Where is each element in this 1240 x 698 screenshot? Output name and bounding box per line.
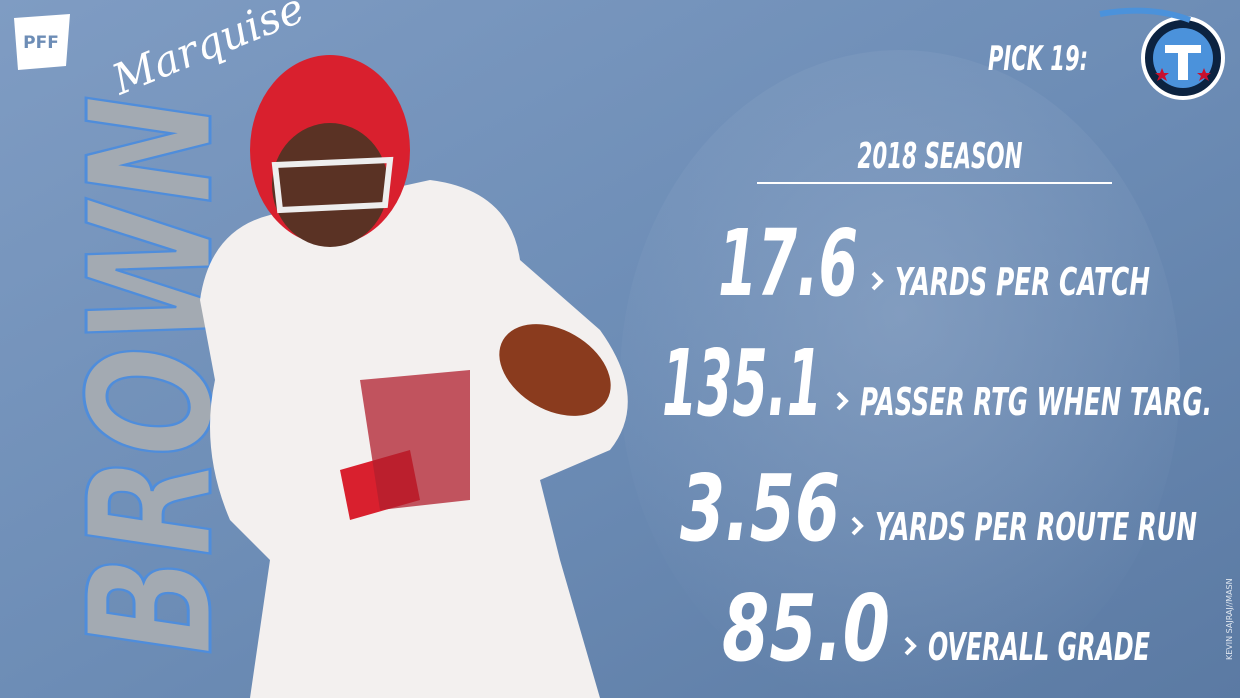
stat-arrow bbox=[851, 516, 864, 536]
credit: KEVIN SAJRAJ//MASN bbox=[1225, 578, 1234, 660]
stat-value: 3.56 bbox=[680, 455, 840, 562]
pick: PICK 19: bbox=[988, 39, 1088, 79]
stat-arrow bbox=[904, 636, 917, 656]
stat-label: PASSER RTG WHEN TARG. bbox=[860, 380, 1212, 424]
stat-value: 17.6 bbox=[718, 210, 858, 317]
season: 2018 SEASON bbox=[858, 136, 1023, 177]
stats: 17.6 YARDS PER CATCH 135.1 PASSER RTG WHEN … bbox=[662, 210, 1212, 682]
stat-value: 85.0 bbox=[722, 575, 890, 682]
ghost-player bbox=[620, 50, 1180, 698]
stat-arrow bbox=[871, 271, 884, 291]
brand: PFF bbox=[23, 33, 59, 53]
player-photo bbox=[200, 55, 628, 698]
team-logo bbox=[1099, 7, 1225, 100]
stat-label: YARDS PER ROUTE RUN bbox=[875, 505, 1197, 549]
stat-value: 135.1 bbox=[662, 330, 822, 437]
stat-label: YARDS PER CATCH bbox=[895, 260, 1150, 304]
stat-arrow bbox=[836, 391, 849, 411]
pff-logo bbox=[14, 14, 70, 70]
stat-label: OVERALL GRADE bbox=[928, 625, 1150, 669]
